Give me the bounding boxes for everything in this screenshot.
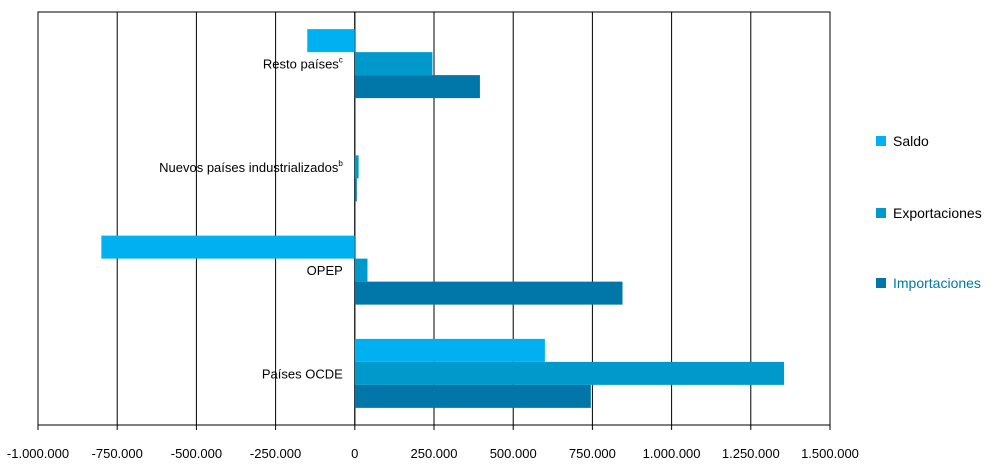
legend-label-saldo: Saldo	[893, 133, 929, 149]
bar-importaciones-1	[354, 178, 357, 202]
x-tick-label: 1.000.000	[643, 446, 701, 461]
x-tick-label: 250.000	[411, 446, 458, 461]
x-tick-label: 750.000	[569, 446, 616, 461]
legend: Saldo Exportaciones Importaciones	[876, 133, 982, 291]
x-tick-label: -1.000.000	[7, 446, 69, 461]
bar-saldo-0	[307, 29, 355, 53]
bar-importaciones-3	[354, 384, 591, 408]
bar-importaciones-2	[354, 281, 623, 305]
bar-exportaciones-1	[354, 155, 359, 179]
x-tick-label: -750.000	[92, 446, 143, 461]
bar-exportaciones-0	[354, 52, 433, 76]
legend-swatch-exportaciones	[876, 208, 886, 218]
x-tick-label: 0	[351, 446, 358, 461]
x-tick-label: -250.000	[250, 446, 301, 461]
bar-exportaciones-3	[354, 361, 785, 385]
x-tick-label: -500.000	[171, 446, 222, 461]
category-label: Resto paísesc	[263, 56, 343, 72]
legend-label-exportaciones: Exportaciones	[893, 205, 982, 221]
category-labels: Resto paísesc Nuevos países industrializa…	[159, 56, 343, 382]
legend-swatch-importaciones	[876, 278, 886, 288]
bar-saldo-3	[354, 338, 545, 362]
bar-saldo-2	[101, 235, 355, 259]
x-tick-labels: -1.000.000 -750.000 -500.000 -250.000 0 250.0…	[7, 446, 859, 461]
bar-importaciones-0	[354, 75, 480, 99]
x-tick-label: 1.250.000	[722, 446, 780, 461]
x-tick-label: 1.500.000	[801, 446, 859, 461]
category-label: Nuevos países industrializadosb	[159, 159, 343, 175]
category-label: Países OCDE	[262, 366, 343, 381]
category-label: OPEP	[307, 263, 343, 278]
legend-label-importaciones: Importaciones	[893, 275, 981, 291]
bars	[101, 29, 785, 408]
bar-exportaciones-2	[354, 258, 368, 282]
legend-swatch-saldo	[876, 136, 886, 146]
x-tick-label: 500.000	[490, 446, 537, 461]
